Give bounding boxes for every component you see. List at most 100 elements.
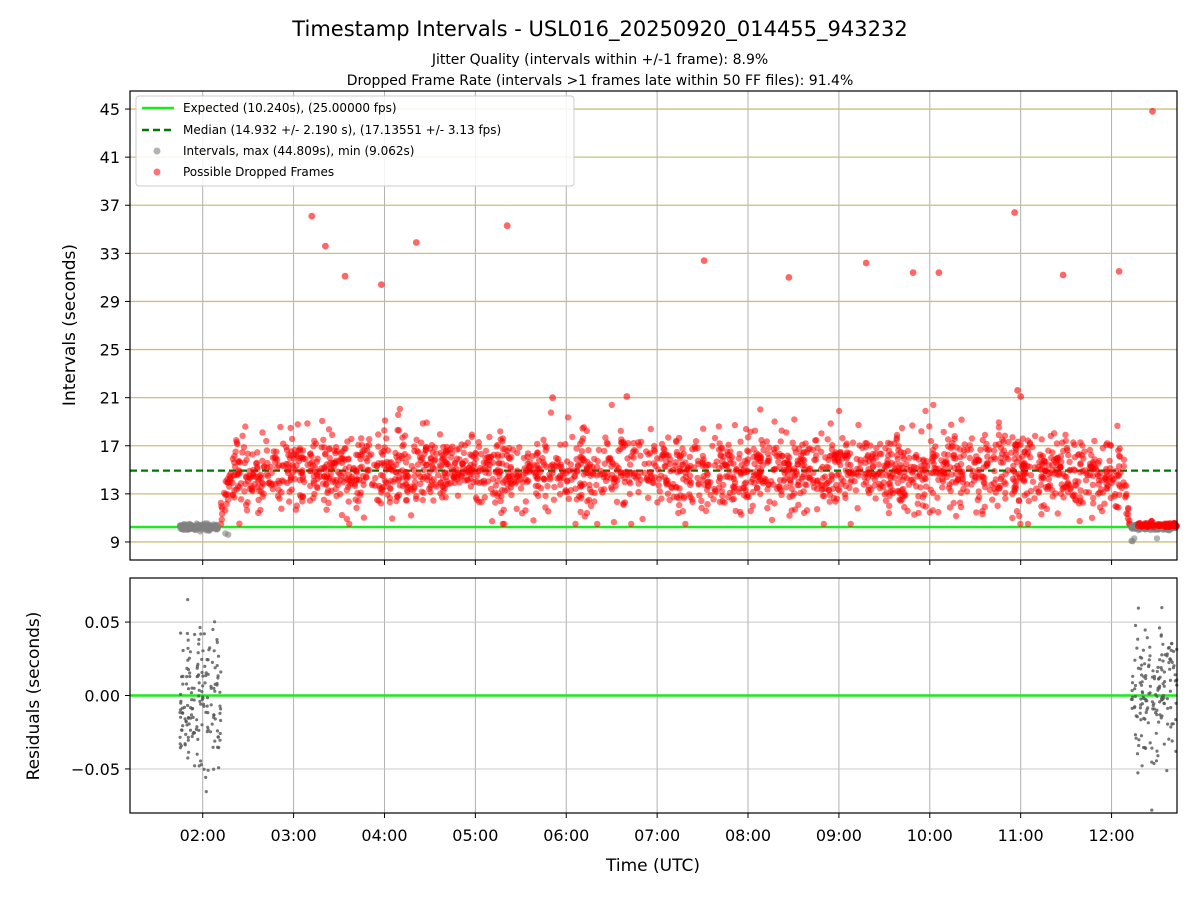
residual-point (1130, 706, 1134, 711)
dropped-frame-point (299, 498, 306, 505)
dropped-frame-point (573, 445, 580, 452)
dropped-frame-point (411, 443, 418, 450)
dropped-frame-point (751, 427, 759, 434)
dropped-frame-point (563, 458, 571, 465)
dropped-frame-point (360, 481, 367, 489)
dropped-frame-point (749, 502, 756, 509)
residual-point (1169, 725, 1173, 729)
dropped-frame-point (617, 469, 625, 476)
dropped-frame-point (878, 450, 885, 457)
dropped-frame-point (430, 497, 437, 504)
dropped-frame-point (292, 506, 300, 513)
dropped-frame-point (591, 498, 598, 505)
dropped-frame-point (744, 447, 751, 454)
outlier-point (785, 274, 793, 281)
x-tick-label: 07:00 (634, 826, 680, 845)
dropped-frame-point (772, 465, 779, 473)
dropped-frame-point (930, 460, 937, 467)
dropped-frame-point (692, 445, 699, 453)
residual-point (188, 671, 192, 675)
dropped-frame-point (293, 452, 300, 460)
residual-point (197, 681, 201, 685)
dropped-frame-point (1015, 497, 1023, 504)
dropped-frame-point (1062, 431, 1069, 438)
dropped-frame-point (791, 506, 799, 513)
dropped-frame-point (958, 416, 965, 423)
outlier-point (322, 242, 329, 250)
dropped-frame-point (428, 441, 436, 449)
residual-point (216, 654, 221, 658)
dropped-frame-point (726, 456, 734, 463)
dropped-frame-point (263, 447, 271, 454)
dropped-frame-point (805, 465, 813, 473)
dropped-frame-point (974, 469, 982, 476)
dropped-frame-point (952, 479, 960, 486)
dropped-frame-point (442, 481, 450, 488)
dropped-frame-point (241, 459, 248, 467)
dropped-frame-point (343, 515, 351, 523)
dropped-frame-point (966, 442, 973, 449)
residual-point (187, 722, 191, 726)
dropped-frame-point (355, 498, 362, 505)
residual-point (1157, 720, 1161, 724)
dropped-frame-point (737, 471, 744, 478)
dropped-frame-point (557, 463, 565, 470)
outlier-point (1115, 268, 1123, 275)
dropped-frame-point (684, 466, 691, 473)
dropped-frame-point (764, 486, 771, 493)
dropped-frame-point (830, 485, 837, 492)
dropped-frame-point (851, 478, 858, 485)
dropped-frame-point (1062, 437, 1070, 445)
dropped-frame-point (932, 465, 939, 472)
dropped-frame-point (356, 492, 364, 499)
dropped-frame-point (237, 496, 245, 503)
residual-point (1151, 703, 1155, 708)
dropped-frame-point (1019, 435, 1026, 442)
dropped-frame-point (659, 451, 666, 459)
residual-point (1165, 697, 1169, 701)
dropped-frame-point (1137, 522, 1145, 529)
dropped-frame-point (700, 456, 707, 463)
dropped-frame-point (1031, 432, 1039, 440)
dropped-frame-point (1021, 470, 1028, 478)
dropped-frame-point (795, 481, 802, 489)
dropped-frame-point (275, 486, 282, 493)
residual-point (212, 713, 216, 717)
dropped-frame-point (413, 493, 420, 500)
dropped-frame-point (1043, 505, 1051, 512)
residual-point (1151, 669, 1155, 673)
residual-point (205, 704, 209, 708)
dropped-frame-point (222, 507, 229, 514)
dropped-frame-point (836, 487, 843, 494)
dropped-frame-point (255, 496, 262, 504)
residual-point (1160, 696, 1164, 700)
dropped-frame-point (771, 500, 778, 507)
x-tick-label: 12:00 (1089, 826, 1135, 845)
dropped-frame-point (627, 461, 634, 468)
residual-point (197, 688, 201, 692)
intervals-y-tick-label: 29 (100, 292, 120, 311)
dropped-frame-point (486, 433, 493, 441)
dropped-frame-point (332, 450, 339, 457)
dropped-frame-point (570, 467, 578, 474)
dropped-frame-point (861, 474, 868, 481)
dropped-frame-point (353, 451, 360, 458)
dropped-frame-point (567, 487, 575, 494)
dropped-frame-point (905, 481, 912, 488)
dropped-frame-point (704, 501, 711, 508)
residual-point (204, 671, 208, 675)
dropped-frame-point (673, 438, 680, 446)
dropped-frame-point (781, 476, 788, 483)
dropped-frame-point (580, 424, 588, 431)
dropped-frame-point (524, 453, 531, 461)
legend-intervals-label: Intervals, max (44.809s), min (9.062s) (183, 144, 414, 158)
dropped-frame-point (692, 438, 700, 445)
dropped-frame-point (358, 435, 365, 442)
x-tick-label: 05:00 (452, 826, 498, 845)
dropped-frame-point (414, 447, 421, 455)
residual-point (213, 689, 217, 693)
dropped-frame-point (1124, 515, 1132, 522)
residual-point (186, 715, 191, 720)
dropped-frame-point (812, 437, 819, 444)
